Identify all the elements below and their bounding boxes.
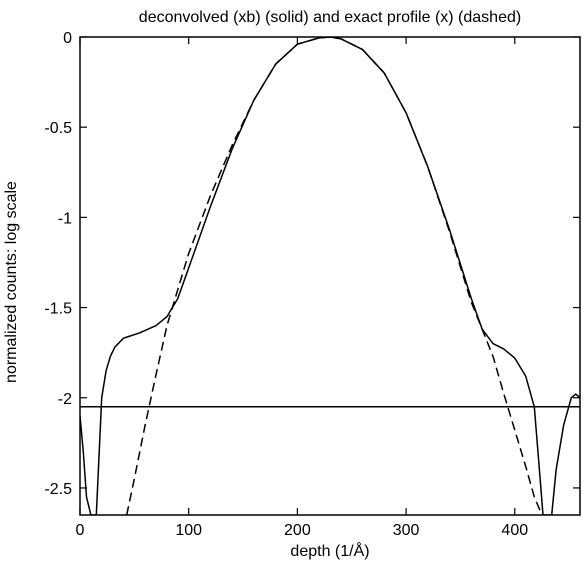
x-tick-label: 400 <box>501 522 528 539</box>
y-axis-label: normalized counts: log scale <box>3 181 20 383</box>
y-tick-label: -1 <box>58 210 72 227</box>
x-tick-label: 200 <box>284 522 311 539</box>
x-tick-label: 100 <box>175 522 202 539</box>
x-tick-label: 300 <box>393 522 420 539</box>
data-lines <box>80 37 580 515</box>
series-dashed-1 <box>125 37 543 515</box>
chart-title: deconvolved (xb) (solid) and exact profi… <box>139 9 521 26</box>
plot-area-frame <box>79 36 581 516</box>
y-tick-label: -2 <box>58 391 72 408</box>
series-solid-0 <box>80 37 580 515</box>
x-tick-label: 0 <box>76 522 85 539</box>
y-tick-label: -0.5 <box>44 120 72 137</box>
axis-ticks: 0 100 200 300 400 0 -0.5 -1 -1.5 -2 -2.5 <box>44 30 580 539</box>
y-tick-label: -1.5 <box>44 301 72 318</box>
y-tick-label: -2.5 <box>44 481 72 498</box>
y-tick-label: 0 <box>63 30 72 47</box>
x-axis-label: depth (1/Å) <box>290 541 369 560</box>
